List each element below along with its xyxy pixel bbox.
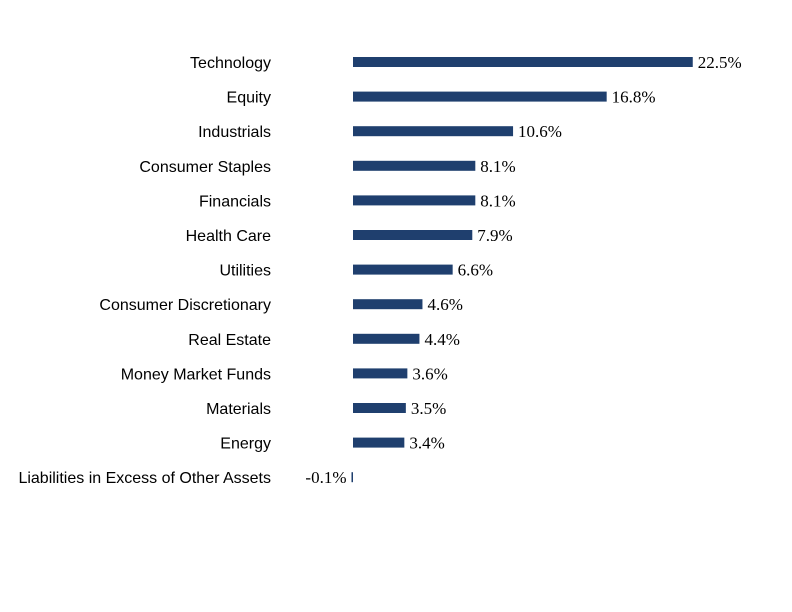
value-labels: 22.5%16.8%10.6%8.1%8.1%7.9%6.6%4.6%4.4%3… (305, 53, 741, 487)
category-label: Equity (227, 90, 271, 107)
bar (353, 126, 514, 137)
value-label: 16.8% (612, 88, 656, 107)
value-label: 8.1% (480, 157, 515, 176)
bar (353, 264, 453, 275)
category-label: Technology (190, 55, 271, 72)
category-labels: Technology Equity Industrials Consumer Stap… (18, 55, 271, 487)
bar (353, 230, 473, 240)
category-label: Health Care (186, 228, 271, 245)
category-label: Industrials (198, 124, 271, 141)
bar (351, 472, 353, 483)
category-label: Real Estate (188, 332, 271, 349)
category-label: Liabilities in Excess of Other Assets (18, 470, 271, 487)
value-label: 3.6% (412, 364, 447, 383)
category-label: Materials (206, 401, 271, 418)
bar (353, 195, 476, 206)
category-label: Money Market Funds (121, 366, 271, 383)
bar (353, 333, 420, 344)
value-label: 4.4% (424, 330, 459, 349)
category-label: Consumer Staples (139, 159, 271, 176)
category-label: Utilities (219, 263, 271, 280)
bars (351, 57, 693, 483)
value-label: 22.5% (698, 53, 742, 72)
value-label: 8.1% (480, 191, 515, 210)
value-label: -0.1% (305, 468, 346, 487)
value-label: 7.9% (477, 226, 512, 245)
value-label: 3.4% (409, 434, 444, 453)
bar (353, 403, 406, 413)
category-label: Consumer Discretionary (99, 297, 271, 314)
bar (353, 57, 693, 67)
bar (353, 91, 607, 102)
category-label: Energy (220, 436, 271, 453)
value-label: 6.6% (458, 261, 493, 280)
bar (353, 160, 476, 171)
value-label: 4.6% (427, 295, 462, 314)
value-label: 3.5% (411, 399, 446, 418)
value-label: 10.6% (518, 122, 562, 141)
category-label: Financials (199, 193, 271, 210)
bar (353, 437, 405, 448)
bar (353, 299, 423, 310)
bar (353, 368, 408, 379)
